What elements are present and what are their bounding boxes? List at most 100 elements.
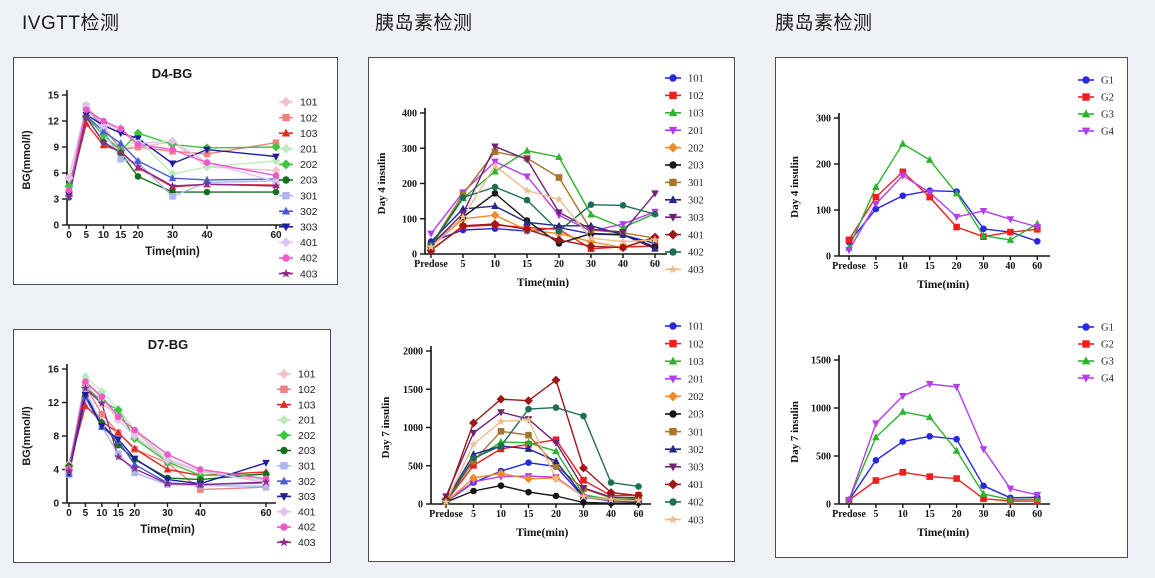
svg-text:202: 202 (688, 143, 704, 154)
svg-text:0: 0 (826, 500, 831, 511)
svg-text:0: 0 (412, 250, 417, 261)
svg-text:201: 201 (300, 144, 318, 156)
svg-text:403: 403 (298, 537, 316, 549)
svg-text:60: 60 (1032, 261, 1042, 272)
svg-text:103: 103 (298, 399, 316, 411)
svg-text:302: 302 (688, 445, 704, 456)
svg-text:202: 202 (300, 159, 318, 171)
svg-text:10: 10 (898, 261, 908, 272)
svg-text:401: 401 (298, 506, 316, 518)
svg-text:403: 403 (300, 268, 318, 280)
svg-text:300: 300 (816, 114, 831, 125)
svg-text:10: 10 (96, 508, 108, 519)
svg-text:Time(min): Time(min) (917, 279, 969, 291)
svg-text:3: 3 (53, 195, 59, 206)
svg-text:30: 30 (167, 230, 179, 241)
svg-text:0: 0 (418, 500, 423, 511)
svg-text:100: 100 (816, 206, 831, 217)
svg-text:102: 102 (300, 112, 318, 124)
svg-text:30: 30 (979, 261, 989, 272)
svg-text:10: 10 (98, 230, 110, 241)
svg-text:20: 20 (132, 230, 144, 241)
svg-text:30: 30 (979, 509, 989, 520)
svg-text:40: 40 (1005, 509, 1015, 520)
panel-d4-bg: 0 3 6 9 12 15 0 5 10 15 20 30 40 60 D4-BG Time(min) BG(m… (13, 57, 338, 285)
svg-text:30: 30 (586, 259, 596, 270)
svg-text:5: 5 (471, 509, 476, 520)
svg-text:12: 12 (48, 398, 60, 409)
svg-text:200: 200 (402, 179, 417, 190)
svg-text:5: 5 (873, 509, 878, 520)
svg-text:203: 203 (688, 410, 704, 421)
day4-insulin-line-chart: 0 100 200 300 400 Predose 5 10 15 20 30 40 60 Time(mi… (376, 74, 704, 289)
svg-text:301: 301 (688, 178, 704, 189)
svg-text:101: 101 (688, 74, 704, 85)
svg-text:302: 302 (298, 476, 316, 488)
svg-text:G2: G2 (1101, 93, 1114, 104)
svg-text:201: 201 (298, 415, 316, 427)
svg-text:60: 60 (1032, 509, 1042, 520)
svg-text:Day 7 insulin: Day 7 insulin (789, 401, 801, 463)
panel-insulin-by-group: 0 100 200 300 Predose 5 10 15 20 30 40 60 Time(min) D… (775, 57, 1128, 558)
svg-text:G1: G1 (1101, 323, 1114, 334)
svg-text:15: 15 (524, 509, 534, 520)
svg-text:202: 202 (298, 430, 316, 442)
svg-text:15: 15 (925, 509, 935, 520)
svg-text:30: 30 (579, 509, 589, 520)
svg-text:201: 201 (688, 126, 704, 137)
svg-text:Day 4 insulin: Day 4 insulin (376, 153, 388, 215)
svg-text:200: 200 (816, 160, 831, 171)
svg-text:203: 203 (300, 175, 318, 187)
svg-text:1500: 1500 (811, 356, 831, 367)
section-title-insulin-right: 胰岛素检测 (775, 13, 873, 34)
svg-text:402: 402 (688, 498, 704, 509)
panel-insulin-by-animal: 0 100 200 300 400 Predose 5 10 15 20 30 40 60 Time(mi… (368, 57, 735, 562)
svg-text:101: 101 (298, 369, 316, 381)
svg-text:Day 7 insulin: Day 7 insulin (380, 397, 392, 459)
group-day4-insulin-line-chart: 0 100 200 300 Predose 5 10 15 20 30 40 60 Time(min) D… (789, 76, 1115, 291)
svg-text:1000: 1000 (811, 404, 831, 415)
svg-text:401: 401 (688, 230, 704, 241)
svg-text:100: 100 (402, 214, 417, 225)
svg-text:303: 303 (688, 463, 704, 474)
svg-text:20: 20 (952, 509, 962, 520)
svg-text:303: 303 (298, 491, 316, 503)
svg-text:2000: 2000 (403, 347, 423, 358)
svg-text:0: 0 (66, 230, 72, 241)
svg-text:0: 0 (66, 508, 72, 519)
day7-insulin-line-chart: 0 500 1000 1500 2000 Predose 5 10 15 20 30 40 60 Time… (380, 322, 704, 539)
svg-text:203: 203 (298, 445, 316, 457)
svg-text:101: 101 (300, 97, 318, 109)
svg-text:302: 302 (688, 196, 704, 207)
svg-text:103: 103 (688, 357, 704, 368)
svg-text:103: 103 (300, 128, 318, 140)
svg-text:Time(min): Time(min) (516, 527, 568, 539)
svg-text:G1: G1 (1101, 76, 1114, 87)
svg-text:4: 4 (53, 465, 59, 476)
svg-text:5: 5 (873, 261, 878, 272)
panel-d7-bg: 0 4 8 12 16 0 5 10 15 20 30 40 60 D7-BG Time(min) BG(mm… (13, 329, 331, 563)
svg-text:15: 15 (925, 261, 935, 272)
svg-text:Predose: Predose (429, 509, 463, 520)
svg-text:403: 403 (688, 515, 704, 526)
svg-text:6: 6 (53, 169, 59, 180)
svg-text:10: 10 (490, 259, 500, 270)
svg-text:Predose: Predose (832, 509, 866, 520)
svg-text:102: 102 (688, 339, 704, 350)
svg-text:300: 300 (402, 144, 417, 155)
svg-text:40: 40 (606, 509, 616, 520)
svg-text:D4-BG: D4-BG (152, 66, 192, 81)
svg-text:Time(min): Time(min) (140, 524, 195, 536)
svg-text:40: 40 (618, 259, 628, 270)
svg-text:G2: G2 (1101, 340, 1114, 351)
section-title-insulin-mid: 胰岛素检测 (375, 13, 473, 34)
svg-text:16: 16 (48, 365, 60, 376)
svg-text:201: 201 (688, 375, 704, 386)
svg-text:500: 500 (816, 452, 831, 463)
svg-text:102: 102 (688, 91, 704, 102)
svg-text:20: 20 (554, 259, 564, 270)
svg-text:0: 0 (53, 499, 59, 510)
svg-text:Time(min): Time(min) (145, 246, 200, 258)
svg-text:15: 15 (113, 508, 125, 519)
